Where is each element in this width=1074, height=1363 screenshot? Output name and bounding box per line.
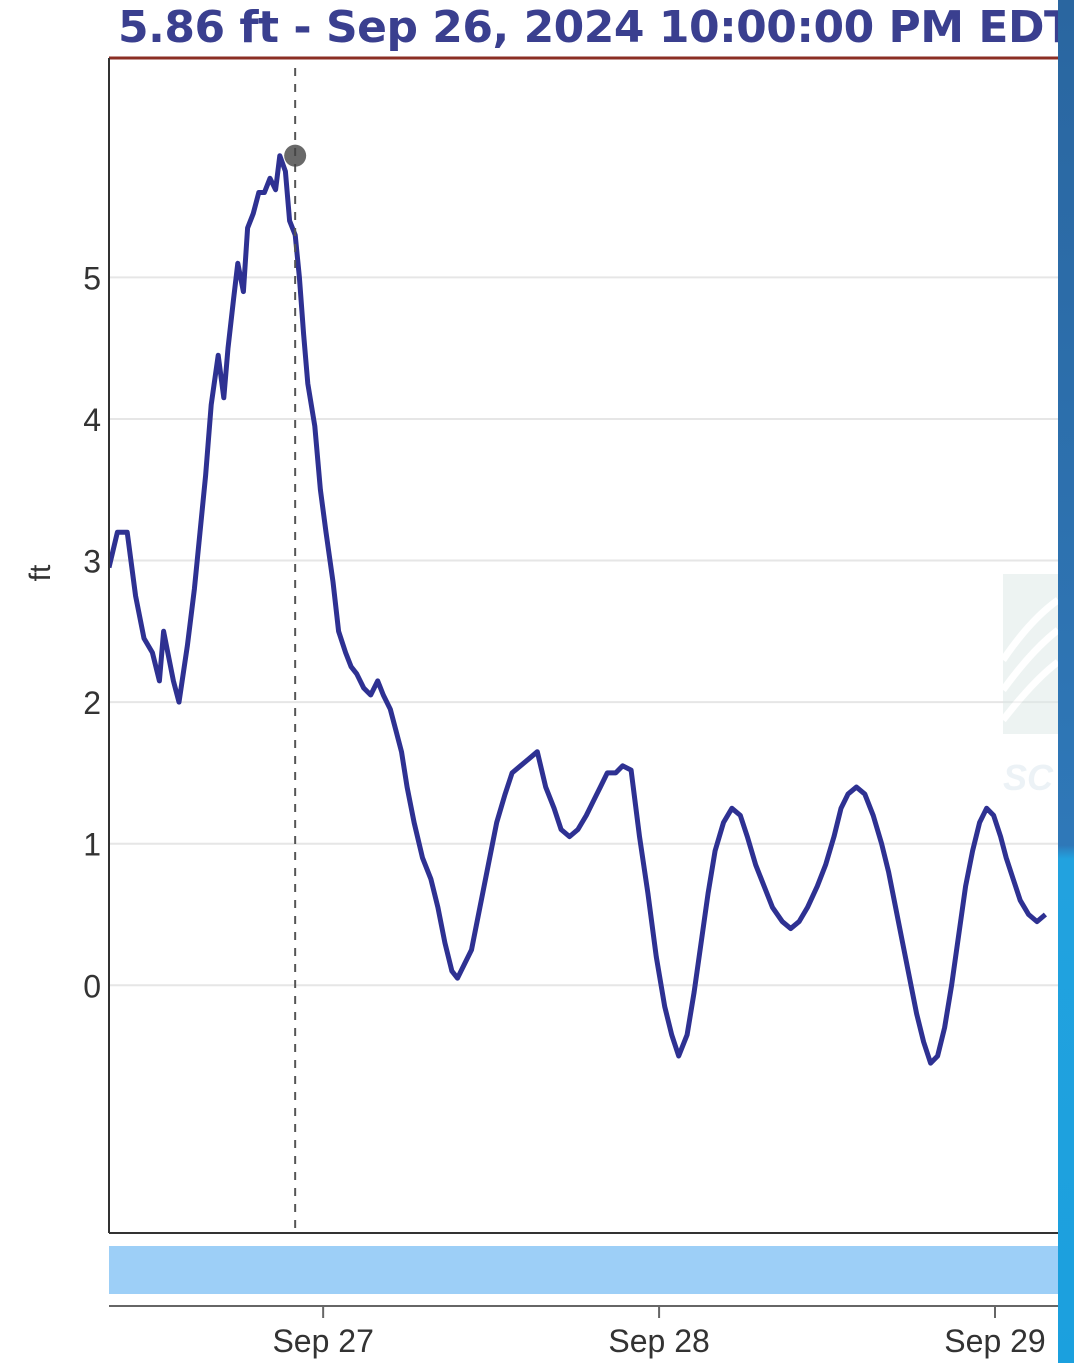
y-tick-label: 4 <box>83 402 101 438</box>
y-tick-label: 5 <box>83 260 101 296</box>
cursor-point-marker <box>284 144 307 167</box>
y-tick-label: 2 <box>83 685 101 721</box>
value-readout: 5.86 ft - Sep 26, 2024 10:00:00 PM EDT <box>118 2 1074 53</box>
range-navigator[interactable] <box>109 1246 1058 1294</box>
x-tick-label: Sep 27 <box>272 1323 373 1359</box>
y-tick-label: 1 <box>83 827 101 863</box>
y-axis-title: ft <box>24 564 57 581</box>
y-tick-label: 0 <box>83 968 101 1004</box>
y-ticks: 0 1 2 3 4 5 <box>83 260 101 1004</box>
y-tick-label: 3 <box>83 544 101 580</box>
svg-text:SC: SC <box>1003 757 1054 798</box>
x-tick-label: Sep 29 <box>944 1323 1045 1359</box>
x-ticks: Sep 27 Sep 28 Sep 29 <box>272 1306 1046 1359</box>
right-edge-panel <box>1058 0 1074 1363</box>
x-tick-label: Sep 28 <box>608 1323 709 1359</box>
series-line-water-level <box>109 153 1048 1066</box>
watermark-logo: SC <box>1000 574 1061 798</box>
gridlines <box>109 276 1058 987</box>
